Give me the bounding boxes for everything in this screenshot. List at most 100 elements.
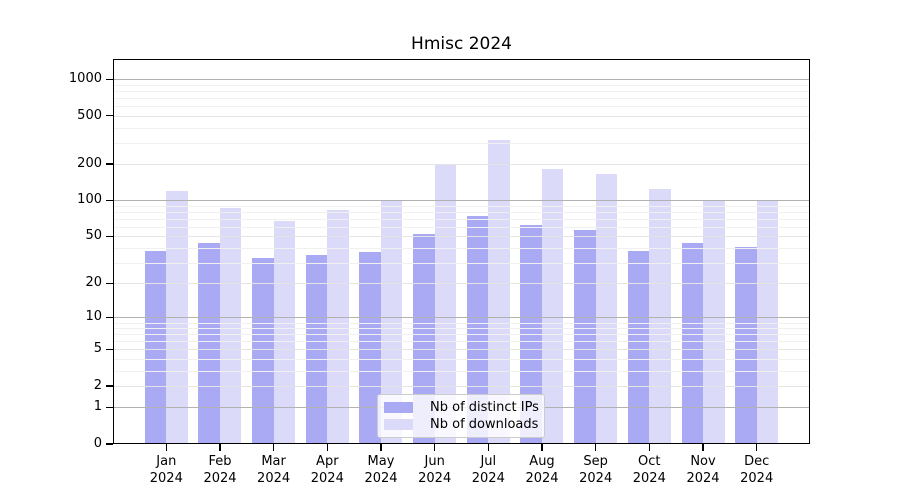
x-tick-label-year: 2024 <box>579 471 613 486</box>
x-tick-label-year: 2024 <box>257 471 291 486</box>
bar-oct-downloads <box>649 189 671 444</box>
gridline-800 <box>113 91 810 93</box>
y-tick-500 <box>106 115 113 117</box>
x-tick-label-nov: Nov 2024 <box>673 453 733 487</box>
x-tick-label-year: 2024 <box>632 471 666 486</box>
x-tick-aug <box>541 444 543 451</box>
bar-jul-distinct-ips <box>466 216 489 444</box>
gridline-3 <box>113 370 810 372</box>
bar-nov-distinct-ips <box>681 243 703 444</box>
y-tick-label-1000: 1000 <box>68 71 102 87</box>
chart-title: Hmisc 2024 <box>411 34 512 54</box>
gridline-300 <box>113 142 810 144</box>
x-tick-label-jun: Jun 2024 <box>405 453 465 487</box>
x-tick-oct <box>648 444 650 451</box>
y-tick-2 <box>106 385 113 387</box>
y-tick-label-0: 0 <box>93 436 102 451</box>
gridline-50 <box>113 236 810 238</box>
x-tick-label-sep: Sep 2024 <box>566 453 626 487</box>
bar-jul-downloads <box>488 140 510 444</box>
gridline-600 <box>113 106 810 108</box>
gridline-70 <box>113 219 810 220</box>
x-tick-label-mar: Mar 2024 <box>244 453 304 487</box>
x-tick-mar <box>272 444 275 451</box>
y-tick-label-20: 20 <box>85 275 102 291</box>
gridline-10 <box>113 317 810 319</box>
y-tick-1000 <box>106 78 113 80</box>
x-tick-may <box>380 444 382 451</box>
x-tick-label-year: 2024 <box>740 471 774 486</box>
y-tick-label-5: 5 <box>93 341 102 357</box>
x-tick-jun <box>434 444 436 451</box>
x-tick-apr <box>326 444 328 451</box>
bar-sep-distinct-ips <box>574 229 596 444</box>
gridline-200 <box>113 164 810 165</box>
x-tick-label-jan: Jan 2024 <box>136 453 196 487</box>
y-tick-label-2: 2 <box>93 378 102 393</box>
y-tick-label-100: 100 <box>77 192 102 208</box>
x-tick-label-feb: Feb 2024 <box>190 453 250 487</box>
y-tick-5 <box>106 348 113 351</box>
x-tick-sep <box>595 444 597 451</box>
bar-feb-downloads <box>219 207 242 444</box>
x-tick-jan <box>165 444 167 451</box>
x-tick-label-year: 2024 <box>471 471 505 486</box>
legend-swatch-downloads <box>384 419 413 430</box>
legend-label-distinct-ips: Nb of distinct IPs <box>430 400 539 415</box>
bar-feb-distinct-ips <box>198 243 220 444</box>
gridline-4 <box>113 359 810 360</box>
x-tick-label-aug: Aug 2024 <box>512 453 572 487</box>
x-tick-feb <box>219 444 221 451</box>
y-tick-200 <box>106 163 113 165</box>
bar-jun-distinct-ips <box>413 234 435 444</box>
gridline-7 <box>113 334 810 336</box>
gridline-100 <box>113 200 810 202</box>
y-tick-20 <box>106 282 113 284</box>
x-tick-jul <box>487 444 489 451</box>
gridline-6 <box>113 341 810 343</box>
gridline-5 <box>113 349 810 351</box>
bar-mar-distinct-ips <box>252 257 274 444</box>
plot-area: Nb of distinct IPs Nb of downloads <box>113 59 810 444</box>
bar-apr-downloads <box>327 209 349 444</box>
bar-dec-downloads <box>756 200 779 444</box>
bar-sep-downloads <box>595 174 618 444</box>
x-tick-label-may: May 2024 <box>351 453 411 487</box>
gridline-80 <box>113 212 810 213</box>
x-tick-label-year: 2024 <box>310 471 344 486</box>
y-tick-100 <box>106 199 113 202</box>
y-tick-label-10: 10 <box>85 309 102 325</box>
bar-may-downloads <box>380 200 403 444</box>
x-tick-label-jul: Jul 2024 <box>458 453 518 487</box>
gridline-700 <box>113 98 810 100</box>
gridline-500 <box>113 115 810 117</box>
x-tick-label-year: 2024 <box>686 471 720 486</box>
gridline-1000 <box>113 79 810 81</box>
gridline-2 <box>113 386 810 387</box>
y-tick-label-1: 1 <box>93 399 102 415</box>
bar-may-distinct-ips <box>359 252 381 444</box>
legend-swatch-distinct-ips <box>384 402 413 413</box>
y-tick-label-500: 500 <box>77 107 102 123</box>
y-tick-label-50: 50 <box>85 228 102 244</box>
y-tick-1 <box>106 406 113 409</box>
x-tick-nov <box>702 444 704 451</box>
gridline-40 <box>113 248 810 249</box>
legend-item-downloads: Nb of downloads <box>384 416 538 433</box>
bar-oct-distinct-ips <box>627 250 650 444</box>
gridline-400 <box>113 127 810 129</box>
bar-jun-downloads <box>434 164 457 444</box>
gridline-90 <box>113 205 810 207</box>
x-tick-label-year: 2024 <box>149 471 183 486</box>
x-tick-label-year: 2024 <box>525 471 559 486</box>
legend: Nb of distinct IPs Nb of downloads <box>377 394 545 438</box>
x-tick-dec <box>756 444 758 451</box>
x-tick-label-year: 2024 <box>203 471 237 486</box>
gridline-30 <box>113 262 810 264</box>
legend-item-distinct-ips: Nb of distinct IPs <box>384 399 539 416</box>
bar-jan-distinct-ips <box>144 250 167 444</box>
bar-dec-distinct-ips <box>735 246 757 444</box>
gridline-20 <box>113 283 810 285</box>
x-tick-label-dec: Dec 2024 <box>727 453 787 487</box>
